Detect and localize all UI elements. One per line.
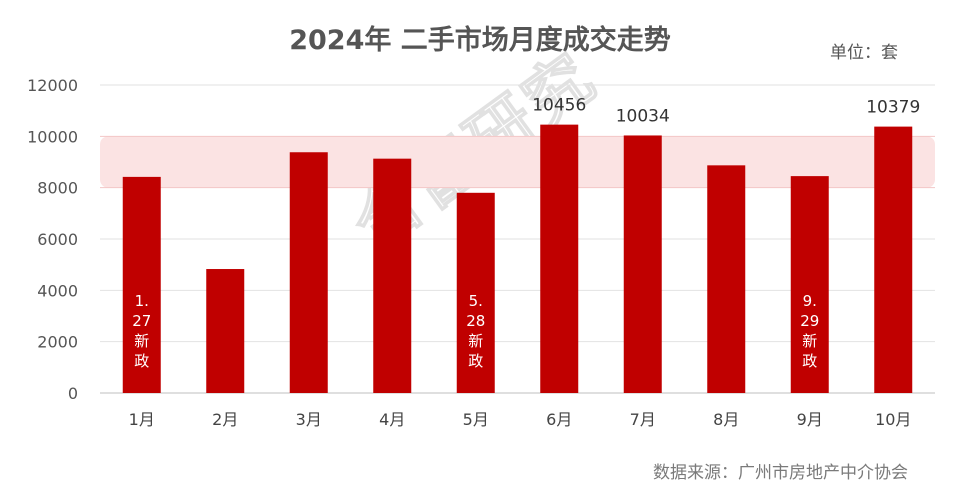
bar — [790, 176, 829, 393]
bar — [874, 126, 913, 394]
x-tick-label: 1月 — [129, 410, 155, 429]
unit-label: 单位：套 — [830, 43, 898, 63]
x-tick-label: 4月 — [379, 410, 405, 429]
bar — [373, 158, 412, 393]
bar — [456, 192, 495, 393]
data-label: 10456 — [532, 96, 586, 116]
x-tick-label: 2月 — [212, 410, 238, 429]
bar — [289, 152, 328, 393]
bar — [540, 124, 579, 393]
policy-annotation: 9. — [803, 292, 817, 310]
y-tick-label: 4000 — [37, 281, 78, 300]
y-tick-label: 2000 — [37, 333, 78, 352]
bar — [206, 269, 245, 393]
data-label: 10034 — [616, 106, 670, 126]
bar — [707, 165, 746, 393]
policy-annotation: 新 — [134, 332, 149, 350]
policy-annotation: 27 — [132, 312, 151, 330]
x-tick-label: 9月 — [797, 410, 823, 429]
policy-annotation: 28 — [466, 312, 485, 330]
policy-annotation: 新 — [468, 332, 483, 350]
data-label: 10379 — [866, 98, 920, 118]
x-tick-label: 6月 — [546, 410, 572, 429]
policy-annotation: 5. — [469, 292, 483, 310]
x-tick-label: 5月 — [463, 410, 489, 429]
policy-annotation: 政 — [802, 352, 817, 370]
x-tick-label: 3月 — [296, 410, 322, 429]
policy-annotation: 政 — [134, 352, 149, 370]
x-tick-label: 8月 — [713, 410, 739, 429]
y-tick-label: 12000 — [27, 76, 78, 95]
bar — [122, 176, 161, 393]
y-tick-label: 8000 — [37, 179, 78, 198]
policy-annotation: 29 — [800, 312, 819, 330]
y-tick-label: 10000 — [27, 127, 78, 146]
policy-annotation: 政 — [468, 352, 483, 370]
policy-annotation: 1. — [135, 292, 149, 310]
data-source: 数据来源：广州市房地产中介协会 — [653, 463, 908, 483]
bar — [623, 135, 662, 393]
x-tick-label: 7月 — [630, 410, 656, 429]
policy-annotation: 新 — [802, 332, 817, 350]
y-tick-label: 6000 — [37, 230, 78, 249]
y-tick-label: 0 — [68, 384, 78, 403]
x-tick-label: 10月 — [875, 410, 911, 429]
chart-title: 2024年 二手市场月度成交走势 — [289, 25, 671, 56]
